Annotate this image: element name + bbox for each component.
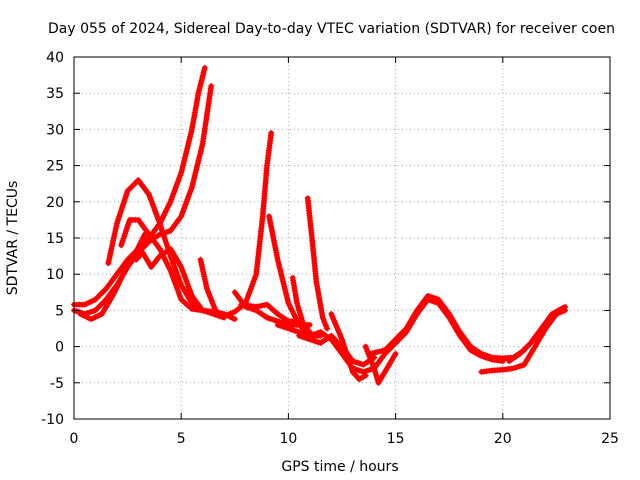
data-series: [118, 216, 206, 314]
y-tick-label: 20: [46, 195, 64, 211]
data-series: [392, 296, 506, 365]
series-markers: [133, 245, 228, 321]
y-tick-label: -5: [50, 376, 64, 392]
x-tick-label: 20: [494, 431, 512, 447]
y-tick-label: 35: [46, 86, 64, 102]
series-markers: [118, 216, 206, 314]
chart-title: Day 055 of 2024, Sidereal Day-to-day VTE…: [48, 21, 615, 37]
y-tick-label: 10: [46, 267, 64, 283]
series-markers: [506, 303, 568, 365]
y-tick-label: 5: [55, 303, 64, 319]
series-markers: [304, 195, 330, 332]
series-markers: [392, 296, 506, 365]
y-tick-label: 30: [46, 122, 64, 138]
data-series: [133, 245, 228, 321]
x-tick-label: 25: [601, 431, 619, 447]
series-markers: [478, 307, 568, 375]
data-series: [478, 307, 568, 375]
data-series: [289, 274, 313, 336]
series-line: [71, 65, 208, 308]
y-tick-label: 25: [46, 159, 64, 175]
x-tick-label: 15: [387, 431, 405, 447]
y-tick-label: 40: [46, 50, 64, 66]
x-tick-label: 0: [70, 431, 79, 447]
x-tick-label: 10: [279, 431, 297, 447]
series-markers: [238, 301, 303, 325]
data-series: [197, 130, 275, 320]
x-axis-label: GPS time / hours: [281, 459, 398, 475]
data-series: [71, 64, 208, 308]
series-markers: [328, 311, 369, 383]
data-series: [506, 303, 568, 365]
series-markers: [71, 64, 208, 308]
y-tick-label: -10: [41, 412, 64, 428]
y-tick-label: 15: [46, 231, 64, 247]
data-series: [77, 231, 148, 323]
y-axis-label: SDTVAR / TECUs: [5, 181, 21, 296]
series-markers: [289, 274, 313, 336]
series-line: [198, 130, 274, 319]
x-tick-label: 5: [177, 431, 186, 447]
data-series: [328, 311, 369, 383]
series-layer: [71, 64, 568, 386]
y-tick-label: 0: [55, 340, 64, 356]
series-markers: [77, 231, 148, 323]
axis-ticks: 0 5 10 15 20 25 -10 -5 0 5 10 15 20 25 30 35 40: [41, 50, 619, 447]
series-line: [393, 297, 506, 364]
data-series: [238, 301, 303, 325]
data-series: [304, 195, 330, 332]
